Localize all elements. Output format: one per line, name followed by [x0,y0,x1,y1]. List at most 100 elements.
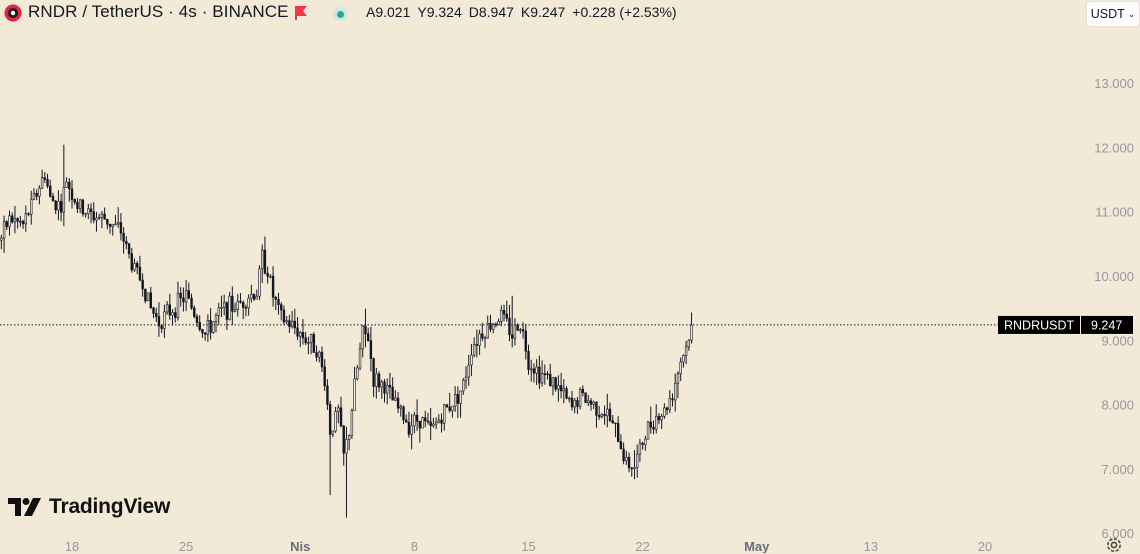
candle-body [562,388,566,392]
chart-header: RNDR / TetherUS · 4s · BINANCE A9.021 Y9… [0,0,1080,26]
candle-body [478,333,481,346]
candle-body [375,373,378,387]
candle-body [513,324,517,339]
high-value: Y9.324 [417,4,462,20]
candle-body [630,467,633,470]
candle-body [456,394,460,404]
gear-icon[interactable] [1105,536,1123,554]
candle-body [160,325,163,329]
price-axis[interactable]: 14.00013.00012.00011.00010.0009.0008.000… [1094,12,1134,541]
candle-body [453,394,457,407]
candle-body [657,415,661,421]
candle-body [570,397,574,408]
candle-body [587,400,590,403]
candle-body [358,348,362,369]
y-tick-label: 10.000 [1094,269,1134,284]
x-tick-label: May [744,539,770,553]
candle-body [646,421,650,440]
candle-body [87,208,90,214]
candle-body [201,329,204,334]
candle-body [203,332,207,335]
candle-body [54,200,57,211]
candle-body [459,390,462,404]
candle-body [149,292,153,309]
candle-body [652,426,655,430]
y-tick-label: 11.000 [1095,205,1134,220]
candle-body [225,302,229,320]
candle-body [345,439,348,454]
time-axis[interactable]: 18 25 Nis 8 15 22 May 13 20 [65,539,992,553]
candle-body [27,213,30,215]
candle-body [611,420,614,424]
candle-body [475,344,479,346]
candle-body [644,438,647,445]
candle-body [622,448,625,462]
candle-body [649,421,652,428]
open-value: A9.021 [366,4,411,20]
last-price-label: RNDRUSDT 9.247 [998,315,1133,334]
candle-body [252,294,256,300]
symbol-title[interactable]: RNDR / TetherUS · 4s · BINANCE [28,2,289,21]
candle-body [448,406,451,411]
candle-body [285,320,288,323]
candle-body [334,411,337,432]
candle-body [405,419,408,423]
candle-body [206,320,210,335]
candle-body [372,358,375,387]
candle-body [364,325,367,335]
candle-body [627,456,631,469]
candle-body [540,373,544,384]
candle-body [581,388,585,394]
x-tick-label: 8 [411,539,418,553]
tradingview-logo-icon [8,498,41,516]
candle-body [494,323,498,326]
candle-body [49,185,52,197]
candle-body [424,417,427,422]
candle-body [592,401,595,405]
x-tick-label: 22 [635,539,649,553]
candle-body [103,213,106,220]
candle-body [0,237,3,241]
currency-dropdown[interactable]: USDT ⌄ [1087,2,1139,26]
candle-body [323,366,326,387]
price-value-bg [1081,315,1133,334]
candle-body [97,217,101,219]
candle-body [437,419,441,423]
candle-body [288,320,291,327]
candle-body [146,292,150,302]
candle-body [690,324,693,341]
candle-body [106,218,109,225]
candle-body [668,398,671,411]
flag-icon[interactable] [294,5,308,21]
candle-body [271,275,275,298]
y-tick-label: 8.000 [1101,398,1134,413]
candle-body [557,385,560,390]
candle-body [543,373,547,375]
candle-body [391,386,394,401]
x-tick-label: 25 [179,539,193,553]
candle-body [222,302,226,308]
candle-body [682,355,685,363]
candle-body [307,342,310,344]
candle-body [521,329,525,332]
candle-body [589,400,593,405]
candle-body [43,177,47,180]
x-tick-label: 20 [978,539,992,553]
candle-body [573,400,576,408]
candle-body [538,366,541,384]
candle-body [165,304,169,313]
candle-body [62,187,66,213]
candle-body [342,425,345,454]
candle-body [535,366,538,374]
candle-body [239,300,242,303]
candle-body [502,310,506,315]
candle-body [277,298,280,305]
candle-body [133,262,136,271]
candle-body [182,297,185,303]
candle-body [193,307,196,317]
symbol-label-bg [998,315,1080,334]
candle-body [212,321,215,333]
candle-body [497,321,500,326]
candle-body [510,334,514,339]
